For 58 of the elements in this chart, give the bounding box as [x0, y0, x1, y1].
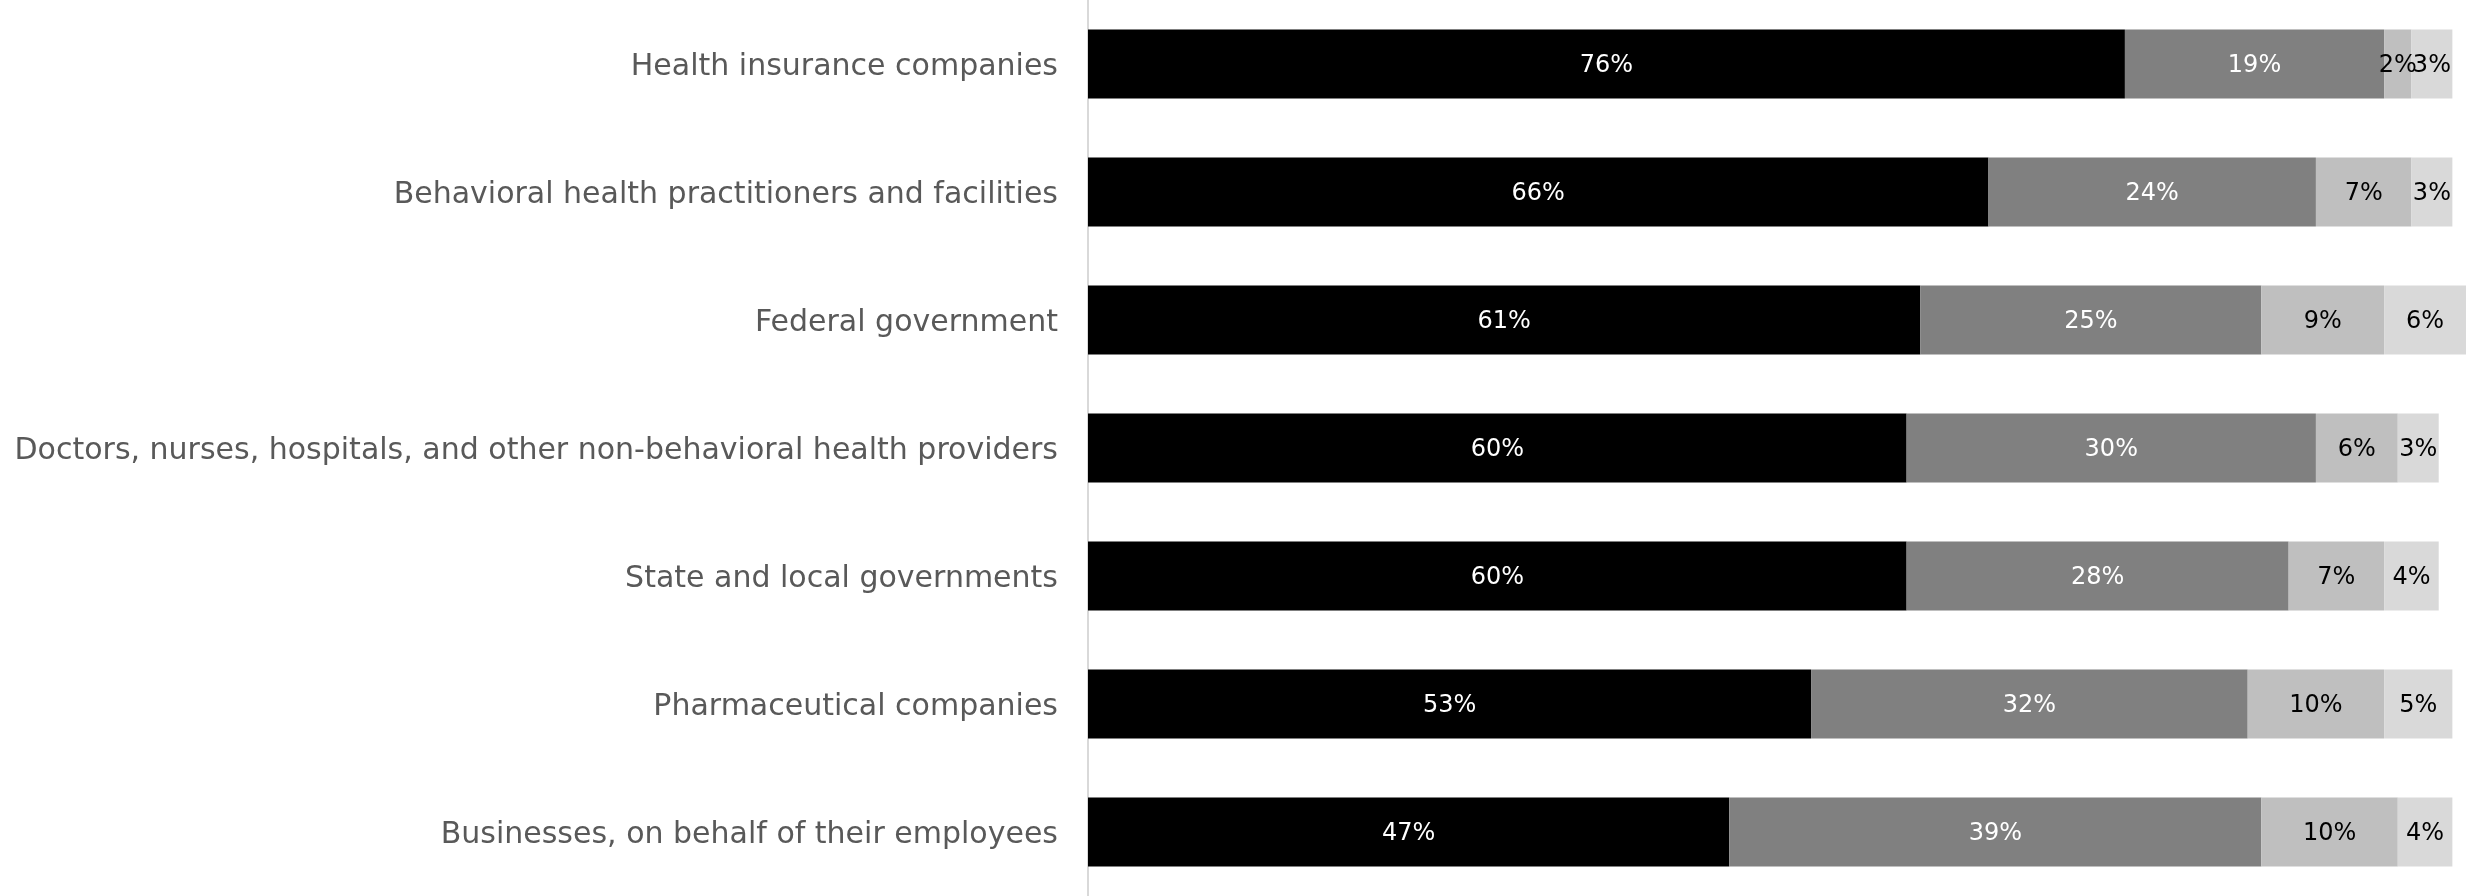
bar — [1811, 669, 2248, 739]
data-label: 60% — [1470, 562, 1524, 590]
data-label: 39% — [1968, 818, 2022, 846]
y-tick-label: Behavioral health practitioners and facilities — [393, 174, 1058, 210]
data-label: 6% — [2406, 306, 2445, 334]
data-label: 5% — [2399, 690, 2438, 718]
data-label: 10% — [2302, 818, 2357, 846]
bar — [2384, 541, 2439, 611]
bar — [2261, 285, 2385, 355]
bar — [1088, 285, 1921, 355]
bar — [1088, 541, 1907, 611]
bar — [1906, 413, 2316, 483]
data-label: 3% — [2399, 434, 2438, 462]
bar — [1729, 797, 2262, 867]
bar — [2384, 669, 2453, 739]
y-tick-label: Doctors, nurses, hospitals, and other non-behavioral health providers — [14, 430, 1058, 466]
data-label: 30% — [2084, 434, 2138, 462]
data-label: 24% — [2125, 178, 2179, 206]
data-label: 61% — [1477, 306, 1531, 334]
data-label: 47% — [1381, 818, 1436, 846]
data-label: 3% — [2412, 178, 2451, 206]
bar — [1920, 285, 2262, 355]
bar — [1088, 413, 1907, 483]
bar — [2315, 157, 2412, 227]
y-tick-label: Health insurance companies — [630, 46, 1058, 82]
bar — [2261, 797, 2398, 867]
bar — [2247, 669, 2385, 739]
data-label: 76% — [1579, 50, 1634, 78]
data-label: 7% — [2344, 178, 2383, 206]
data-label: 4% — [2406, 818, 2445, 846]
bar — [1088, 669, 1812, 739]
y-tick-label: Pharmaceutical companies — [653, 686, 1058, 722]
data-label: 53% — [1422, 690, 1477, 718]
data-label: 4% — [2392, 562, 2431, 590]
bar — [1906, 541, 2289, 611]
data-label: 7% — [2317, 562, 2356, 590]
data-label: 19% — [2227, 50, 2282, 78]
bar — [2315, 413, 2398, 483]
bar — [1088, 29, 2125, 99]
bar — [1088, 797, 1730, 867]
data-label: 60% — [1470, 434, 1524, 462]
data-label: 10% — [2289, 690, 2343, 718]
bar — [2397, 413, 2439, 483]
data-label: 66% — [1511, 178, 1565, 206]
data-label: 9% — [2303, 306, 2342, 334]
bar — [1988, 157, 2316, 227]
bar — [2384, 285, 2466, 355]
data-label: 2% — [2378, 50, 2417, 78]
data-label: 28% — [2070, 562, 2125, 590]
data-label: 32% — [2002, 690, 2057, 718]
y-tick-label: Businesses, on behalf of their employees — [440, 814, 1058, 850]
y-tick-label: State and local governments — [625, 558, 1058, 594]
bar — [2288, 541, 2385, 611]
data-label: 6% — [2337, 434, 2376, 462]
bar — [2397, 797, 2453, 867]
bar — [1088, 157, 1989, 227]
y-tick-label: Federal government — [754, 302, 1059, 338]
data-label: 25% — [2064, 306, 2118, 334]
